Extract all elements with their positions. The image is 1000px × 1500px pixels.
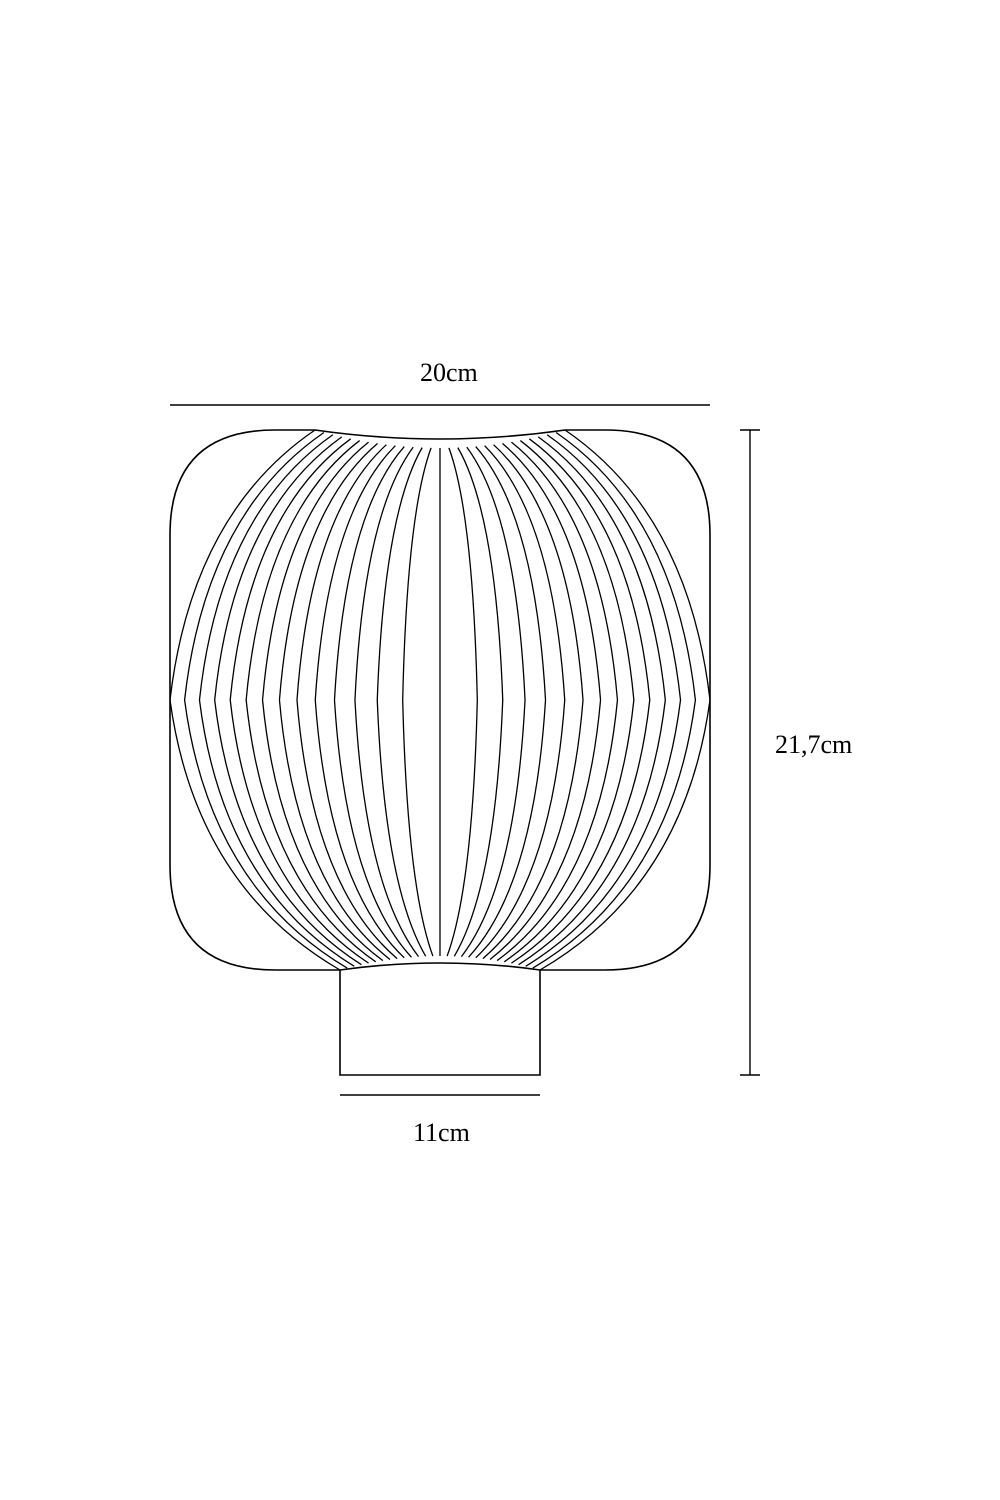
- dim-bottom-label: 11cm: [413, 1118, 470, 1148]
- diagram-stage: 20cm 21,7cm 11cm: [0, 0, 1000, 1500]
- dim-bottom: [0, 0, 1000, 1500]
